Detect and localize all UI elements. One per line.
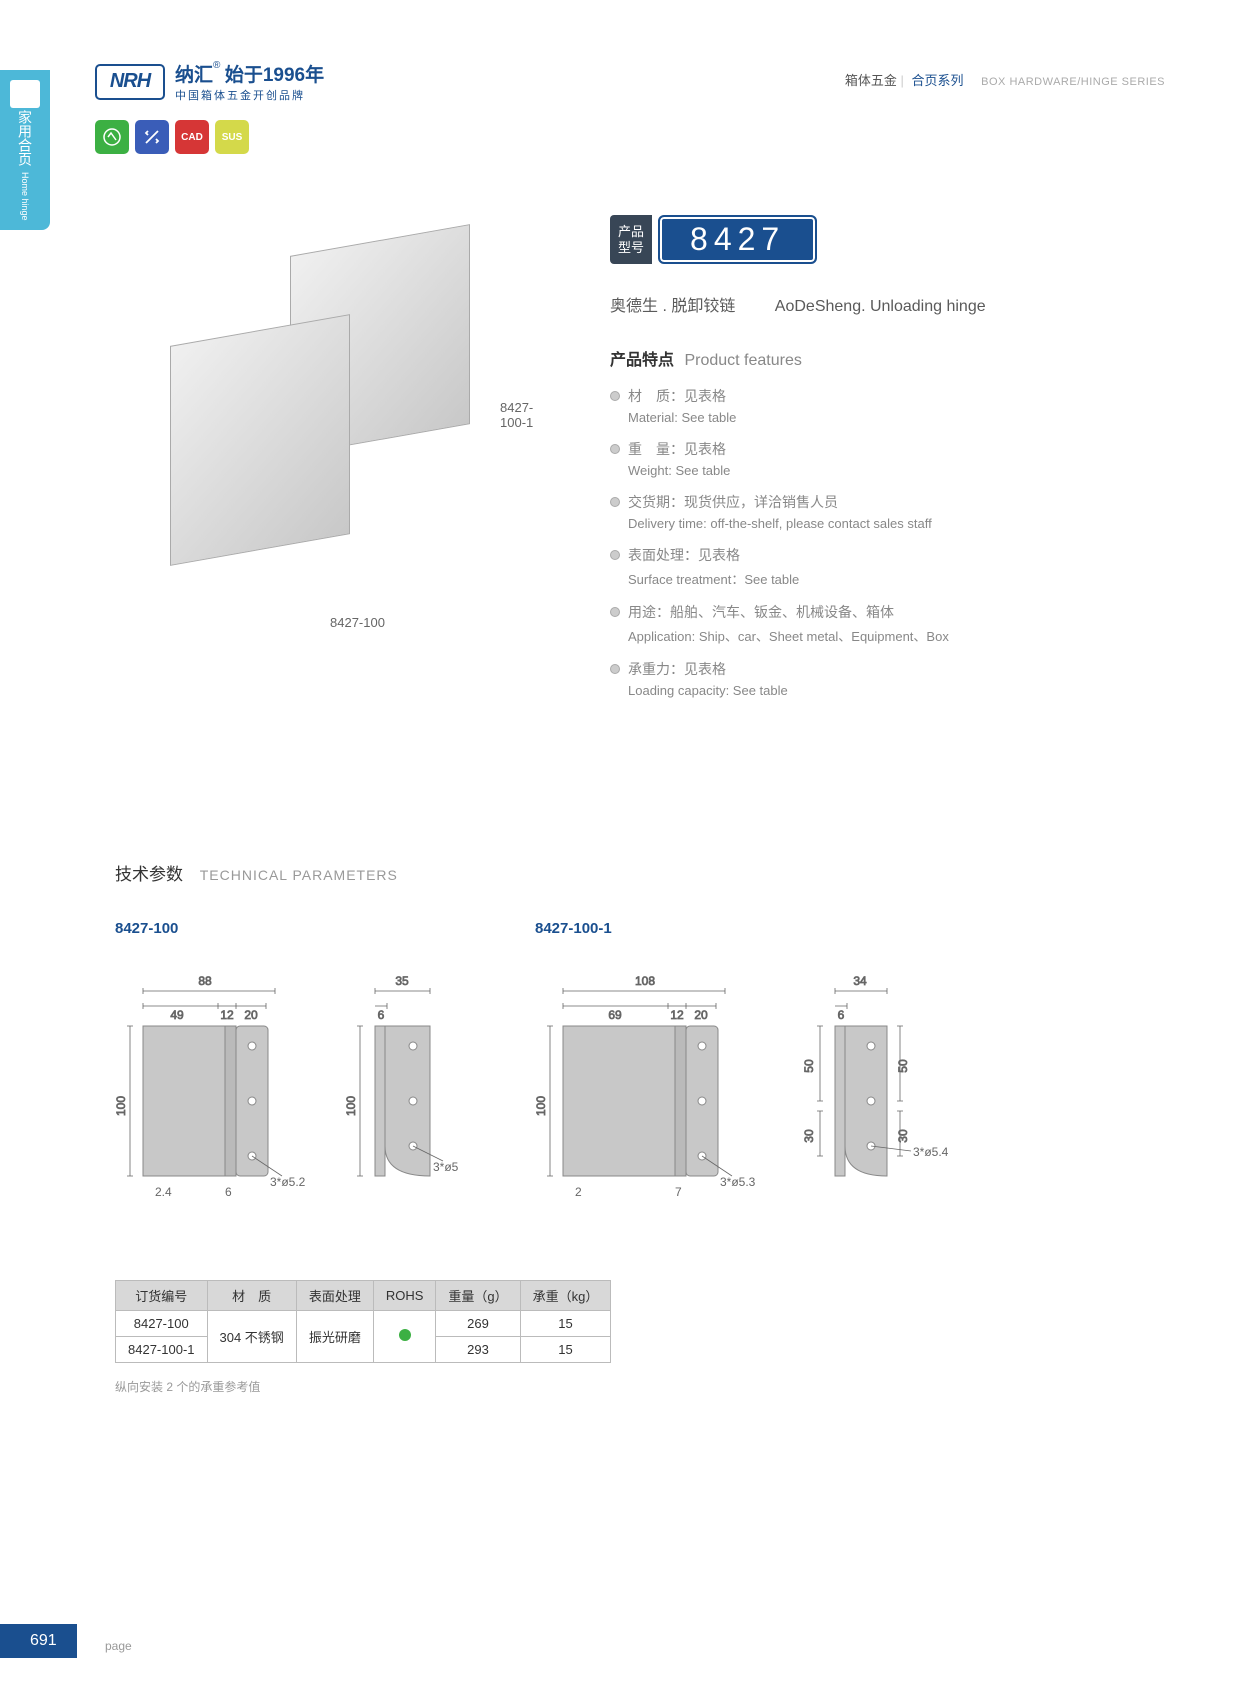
drawing-2-side: 34 6 50 30 50 30 3*ø5.4 bbox=[795, 951, 955, 1211]
svg-text:6: 6 bbox=[225, 1185, 232, 1199]
hr-zh2: 合页系列 bbox=[912, 73, 964, 88]
drawing-1-front: 88 49 12 20 100 2.4 6 3*ø5.2 bbox=[115, 951, 315, 1211]
img-label-1: 8427-100 bbox=[330, 615, 385, 630]
rohs-icon bbox=[373, 1311, 436, 1363]
badges: CAD SUS bbox=[95, 120, 249, 154]
svg-text:88: 88 bbox=[198, 974, 212, 988]
badge-green-icon bbox=[95, 120, 129, 154]
feature-item: 承重力：见表格Loading capacity: See table bbox=[610, 659, 1165, 698]
model-label: 产品 型号 bbox=[610, 215, 652, 264]
hr-zh1: 箱体五金 bbox=[845, 73, 897, 88]
svg-text:3*ø5.2: 3*ø5.2 bbox=[270, 1175, 306, 1189]
tab-label-en: Home hinge bbox=[20, 172, 30, 221]
logo-mark: NRH bbox=[95, 64, 165, 100]
model-number: 8427 bbox=[658, 215, 817, 264]
svg-text:7: 7 bbox=[675, 1185, 682, 1199]
feature-item: 交货期：现货供应，详洽销售人员Delivery time: off-the-sh… bbox=[610, 492, 1165, 531]
badge-tools-icon bbox=[135, 120, 169, 154]
page-label: page bbox=[105, 1639, 132, 1653]
svg-text:3*ø5.3: 3*ø5.3 bbox=[720, 1175, 756, 1189]
svg-text:49: 49 bbox=[170, 1008, 184, 1022]
svg-text:12: 12 bbox=[220, 1008, 234, 1022]
tab-icon bbox=[10, 80, 40, 108]
side-tab: 家用合页 Home hinge bbox=[0, 70, 50, 230]
table-row: 8427-100 304 不锈钢 振光研磨 269 15 bbox=[116, 1311, 611, 1337]
svg-text:20: 20 bbox=[244, 1008, 258, 1022]
logo-reg: ® bbox=[213, 60, 220, 71]
product-name: 奥德生 . 脱卸铰链 AoDeSheng. Unloading hinge bbox=[610, 292, 1165, 316]
drawing-1: 8427-100 88 49 12 20 100 2.4 6 3*ø5.2 bbox=[115, 920, 475, 1211]
badge-cad: CAD bbox=[175, 120, 209, 154]
tab-label-zh: 家用合页 bbox=[15, 110, 35, 166]
svg-text:20: 20 bbox=[694, 1008, 708, 1022]
hr-en: BOX HARDWARE/HINGE SERIES bbox=[981, 76, 1165, 88]
tech-title: 技术参数 TECHNICAL PARAMETERS bbox=[115, 860, 398, 885]
header-logo: NRH 纳汇® 始于1996年 中国箱体五金开创品牌 bbox=[95, 60, 324, 103]
svg-text:69: 69 bbox=[608, 1008, 622, 1022]
svg-text:108: 108 bbox=[635, 974, 655, 988]
svg-text:35: 35 bbox=[395, 974, 409, 988]
logo-zh: 纳汇 bbox=[175, 65, 213, 86]
model-block: 产品 型号 8427 奥德生 . 脱卸铰链 AoDeSheng. Unloadi… bbox=[610, 215, 1165, 712]
features-title: 产品特点 Product features bbox=[610, 346, 1165, 370]
feature-item: 重 量：见表格Weight: See table bbox=[610, 439, 1165, 478]
drawing-1-side: 35 6 100 50.5 29.5 3*ø5 bbox=[345, 951, 475, 1211]
svg-text:30: 30 bbox=[896, 1129, 910, 1143]
svg-text:2: 2 bbox=[575, 1185, 582, 1199]
feature-item: 表面处理：见表格Surface treatment：See table bbox=[610, 545, 1165, 588]
svg-text:30: 30 bbox=[802, 1129, 816, 1143]
page-number: 691 bbox=[0, 1624, 77, 1658]
badge-sus: SUS bbox=[215, 120, 249, 154]
svg-text:6: 6 bbox=[378, 1008, 385, 1022]
product-photo: 8427-100 8427-100-1 bbox=[150, 230, 470, 610]
features-list: 材 质：见表格Material: See table 重 量：见表格Weight… bbox=[610, 386, 1165, 698]
svg-text:3*ø5: 3*ø5 bbox=[433, 1160, 459, 1174]
img-label-2: 8427-100-1 bbox=[500, 400, 533, 430]
svg-text:6: 6 bbox=[838, 1008, 845, 1022]
svg-text:2.4: 2.4 bbox=[155, 1185, 172, 1199]
svg-text:100: 100 bbox=[115, 1096, 128, 1116]
svg-text:100: 100 bbox=[535, 1096, 548, 1116]
svg-text:100: 100 bbox=[345, 1096, 358, 1116]
table-note: 纵向安装 2 个的承重参考值 bbox=[115, 1378, 260, 1395]
svg-text:34: 34 bbox=[853, 974, 867, 988]
svg-text:3*ø5.4: 3*ø5.4 bbox=[913, 1145, 949, 1159]
drawings: 8427-100 88 49 12 20 100 2.4 6 3*ø5.2 bbox=[115, 920, 955, 1211]
drawing-2: 8427-100-1 108 69 12 20 100 2 7 3*ø5.3 bbox=[535, 920, 955, 1211]
feature-item: 用途：船舶、汽车、钣金、机械设备、箱体Application: Ship、car… bbox=[610, 602, 1165, 645]
logo-since: 始于1996年 bbox=[225, 65, 324, 86]
svg-text:50: 50 bbox=[802, 1059, 816, 1073]
feature-item: 材 质：见表格Material: See table bbox=[610, 386, 1165, 425]
svg-text:12: 12 bbox=[670, 1008, 684, 1022]
svg-text:50: 50 bbox=[896, 1059, 910, 1073]
header-right: 箱体五金 | 合页系列 BOX HARDWARE/HINGE SERIES bbox=[845, 70, 1165, 89]
logo-sub: 中国箱体五金开创品牌 bbox=[175, 87, 324, 103]
spec-table: 订货编号 材 质 表面处理 ROHS 重量（g） 承重（kg） 8427-100… bbox=[115, 1280, 611, 1363]
drawing-2-front: 108 69 12 20 100 2 7 3*ø5.3 bbox=[535, 951, 765, 1211]
